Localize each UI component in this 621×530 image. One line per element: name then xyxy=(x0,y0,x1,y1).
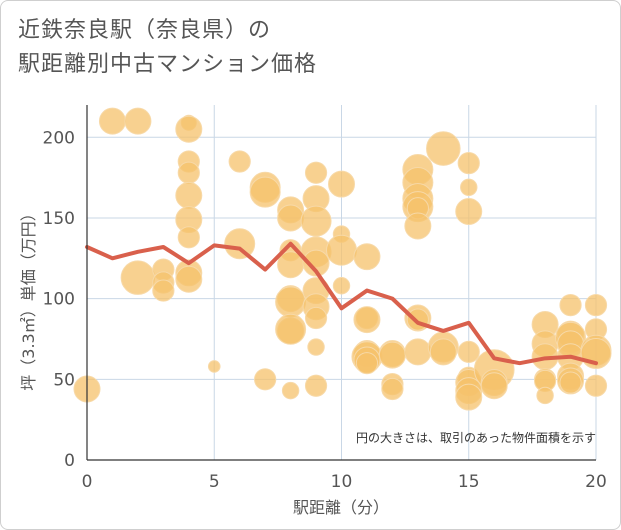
bubble-point xyxy=(457,340,480,363)
bubble-point xyxy=(175,181,203,209)
bubble-point xyxy=(152,279,175,302)
bubble-point xyxy=(228,150,251,173)
bubble-point xyxy=(455,198,483,225)
bubble-point xyxy=(307,338,325,356)
bubble-point xyxy=(404,338,432,366)
bubble-point xyxy=(98,107,126,135)
bubble-point xyxy=(378,341,406,369)
y-tick-label: 50 xyxy=(53,370,75,390)
bubble-point xyxy=(302,249,330,277)
average-line-series xyxy=(85,241,598,366)
bubble-point xyxy=(536,386,554,405)
x-tick-label: 5 xyxy=(209,472,220,492)
bubble-point xyxy=(207,360,221,373)
y-tick-label: 150 xyxy=(43,209,75,229)
bubble-point xyxy=(254,368,277,391)
bubble-point xyxy=(584,293,608,317)
size-note: 円の大きさは、取引のあった物件面積を示す xyxy=(356,430,596,445)
x-tick-label: 0 xyxy=(82,472,93,492)
y-tick-label: 100 xyxy=(43,290,75,310)
x-tick-label: 15 xyxy=(458,472,480,492)
bubble-point xyxy=(584,374,608,397)
x-tick-label: 10 xyxy=(331,472,353,492)
bubble-point xyxy=(249,176,281,208)
bubble-point xyxy=(175,115,203,143)
bubble-point xyxy=(177,226,200,249)
bubble-series xyxy=(73,107,612,411)
bubble-point xyxy=(328,170,355,198)
bubble-point xyxy=(404,212,432,240)
bubble-point xyxy=(426,131,461,166)
bubble-point xyxy=(457,151,480,175)
x-tick-label: 20 xyxy=(585,472,607,492)
bubble-point xyxy=(281,381,300,400)
bubble-point xyxy=(559,371,582,394)
bubble-point xyxy=(277,204,305,232)
y-axis-label: 坪（3.3㎡）単価（万円） xyxy=(19,205,38,390)
bubble-point xyxy=(480,372,508,400)
bubble-point xyxy=(124,107,152,135)
bubble-point xyxy=(120,260,156,295)
bubble-point xyxy=(275,313,307,345)
bubble-point xyxy=(559,293,582,317)
bubble-point xyxy=(300,205,332,237)
title-line-2: 駅距離別中古マンション価格 xyxy=(18,52,318,77)
bubble-point xyxy=(326,234,357,266)
bubble-point xyxy=(304,306,328,330)
bubble-point xyxy=(353,306,381,334)
bubble-point xyxy=(304,161,328,184)
y-tick-label: 200 xyxy=(43,128,75,148)
bubble-point xyxy=(429,338,457,366)
chart-title: 近鉄奈良駅（奈良県）の駅距離別中古マンション価格 xyxy=(18,14,317,82)
bubble-point xyxy=(224,228,256,260)
bubble-point xyxy=(355,352,379,375)
bubble-point xyxy=(175,265,203,293)
bubble-point xyxy=(304,374,328,397)
average-price-line xyxy=(85,241,598,366)
bubble-point xyxy=(455,383,483,411)
bubble-point xyxy=(275,286,307,318)
bubble-point xyxy=(332,277,351,295)
bubble-point xyxy=(381,377,404,401)
title-line-1: 近鉄奈良駅（奈良県）の xyxy=(18,18,272,43)
bubble-point xyxy=(460,178,478,197)
y-tick-label: 0 xyxy=(64,451,75,471)
bubble-point xyxy=(353,243,381,271)
x-axis-label: 駅距離（分） xyxy=(293,498,389,517)
bubble-point xyxy=(177,161,200,184)
